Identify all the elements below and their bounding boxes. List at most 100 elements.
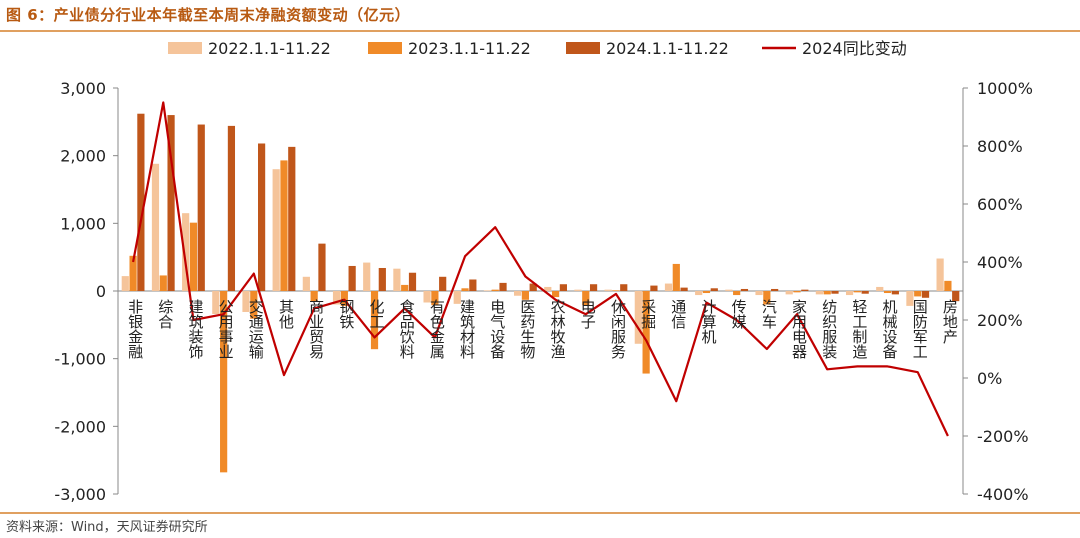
bar-1-有色金属 (423, 291, 431, 303)
left-tick-label: 3,000 (60, 79, 106, 98)
bar-1-休闲服务 (604, 289, 612, 291)
bar-1-商业贸易 (302, 276, 310, 291)
category-label: 公用事业 (217, 299, 235, 359)
category-label: 国防军工 (911, 299, 929, 359)
category-label: 化工 (368, 299, 386, 329)
category-label: 休闲服务 (609, 299, 627, 360)
bar-2-汽车 (763, 291, 771, 305)
category-label: 轻工制造 (850, 299, 868, 360)
bar-1-建筑材料 (453, 291, 461, 304)
bar-3-综合 (167, 115, 175, 291)
line-yoy-change (132, 101, 949, 437)
category-label: 综合 (156, 299, 174, 329)
bar-2-机械设备 (883, 291, 892, 294)
bar-1-国防军工 (906, 291, 914, 306)
bar-3-家用电器 (801, 289, 809, 291)
bar-1-房地产 (936, 258, 944, 291)
bar-2-房地产 (944, 280, 952, 291)
legend: 2022.1.1-11.22 2023.1.1-11.22 2024.1.1-11.… (168, 39, 907, 58)
category-label: 采掘 (639, 299, 657, 330)
category-label: 机械设备 (881, 299, 899, 359)
footer-divider (0, 512, 1080, 514)
bar-1-电子 (574, 289, 582, 291)
bar-3-公用事业 (227, 125, 236, 291)
legend-label: 2024同比变动 (802, 39, 907, 58)
bar-1-汽车 (755, 291, 763, 296)
legend-swatch (566, 42, 600, 54)
left-tick-label: -3,000 (54, 485, 106, 504)
bar-3-国防军工 (921, 291, 930, 298)
bar-3-食品饮料 (408, 272, 417, 291)
bar-2-食品饮料 (401, 284, 409, 291)
category-label: 食品饮料 (398, 299, 416, 359)
bar-2-通信 (672, 263, 680, 291)
bar-3-商业贸易 (318, 243, 326, 291)
bar-1-采掘 (634, 291, 642, 344)
bar-3-医药生物 (529, 283, 537, 291)
category-label: 医药生物 (518, 299, 536, 360)
bar-3-采掘 (650, 285, 658, 291)
category-label: 通信 (669, 299, 687, 329)
category-labels: 非银金融 综合 建筑装饰 公用事业 交通运输 其他 商业贸易 钢铁 化工 食品饮料 有色金属 建筑材料… (126, 298, 959, 360)
category-label: 汽车 (760, 299, 778, 329)
category-label: 交通运输 (247, 298, 265, 359)
legend-swatch (168, 42, 202, 54)
bar-1-传媒 (725, 289, 733, 291)
bar-3-房地产 (952, 291, 960, 302)
left-tick-label: 0 (96, 282, 106, 301)
bar-1-轻工制造 (845, 291, 854, 296)
right-tick-label: -400% (977, 485, 1029, 504)
source-note: 资料来源：Wind，天风证券研究所 (6, 520, 208, 535)
bar-3-非银金融 (137, 113, 145, 292)
left-tick-label: -1,000 (54, 350, 106, 369)
category-label: 其他 (277, 299, 295, 330)
bar-2-轻工制造 (853, 291, 861, 293)
title-divider (0, 30, 1080, 32)
bar-2-建筑装饰 (189, 222, 198, 291)
bar-2-休闲服务 (612, 290, 620, 291)
bar-3-有色金属 (439, 276, 447, 291)
bar-3-计算机 (710, 288, 718, 291)
category-label: 商业贸易 (307, 299, 325, 359)
right-tick-label: 400% (977, 253, 1023, 272)
bar-3-休闲服务 (620, 284, 628, 291)
bar-3-轻工制造 (861, 291, 869, 294)
bar-3-其他 (288, 146, 296, 291)
bar-3-电子 (589, 284, 598, 291)
right-tick-label: 1000% (977, 79, 1033, 98)
axes: -3,000 -2,000 -1,000 0 1,000 2,000 3,000 -400% -… (54, 79, 1033, 504)
bar-1-非银金融 (121, 276, 129, 291)
left-tick-label: -2,000 (54, 417, 106, 436)
legend-label: 2023.1.1-11.22 (408, 39, 531, 58)
bar-2-农林牧渔 (551, 291, 560, 298)
category-label: 电气设备 (488, 299, 506, 359)
bar-1-化工 (363, 262, 371, 291)
bar-1-通信 (664, 283, 673, 291)
category-label: 房地产 (941, 299, 959, 344)
left-tick-label: 1,000 (60, 214, 106, 233)
category-label: 农林牧渔 (549, 299, 567, 359)
bar-3-电气设备 (499, 282, 507, 291)
bar-2-建筑材料 (461, 288, 469, 291)
bar-2-电子 (582, 291, 590, 306)
left-tick-label: 2,000 (60, 147, 106, 166)
bar-1-公用事业 (212, 291, 220, 315)
bar-3-汽车 (771, 288, 779, 291)
legend-swatch (368, 42, 402, 54)
legend-label: 2024.1.1-11.22 (606, 39, 729, 58)
bar-3-建筑材料 (469, 279, 477, 291)
category-label: 钢铁 (337, 299, 355, 329)
bar-1-综合 (151, 163, 160, 291)
right-tick-label: 600% (977, 195, 1023, 214)
category-label: 建筑装饰 (186, 299, 204, 359)
bar-2-传媒 (733, 291, 741, 296)
bar-2-钢铁 (340, 291, 348, 306)
category-label: 非银金融 (126, 299, 144, 359)
bar-1-钢铁 (332, 291, 341, 305)
category-label: 有色金属 (428, 299, 446, 359)
bar-1-交通运输 (242, 291, 250, 312)
bar-2-商业贸易 (310, 291, 318, 302)
bar-1-建筑装饰 (182, 213, 190, 291)
right-tick-label: 200% (977, 311, 1023, 330)
bar-2-公用事业 (220, 291, 228, 473)
